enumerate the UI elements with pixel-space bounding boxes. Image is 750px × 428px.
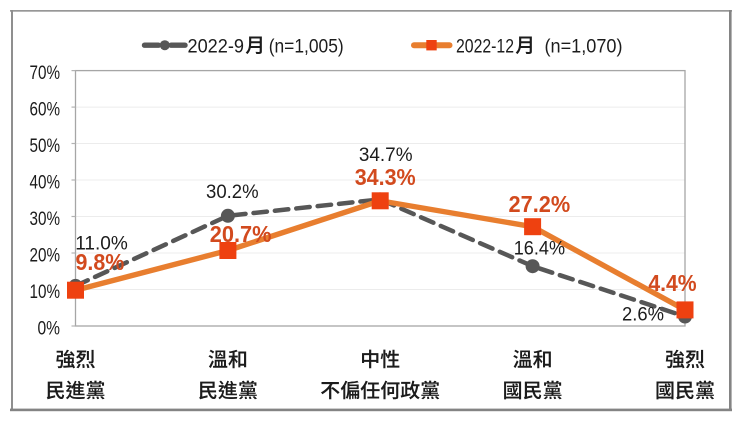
svg-text:50%: 50% — [30, 135, 61, 157]
svg-text:40%: 40% — [30, 171, 61, 193]
svg-text:20%: 20% — [30, 244, 61, 266]
svg-text:2022-12: 2022-12 — [456, 35, 514, 57]
svg-text:0%: 0% — [38, 317, 61, 339]
svg-text:70%: 70% — [30, 62, 61, 84]
svg-text:30.2%: 30.2% — [206, 181, 259, 203]
svg-text:(n=1,070): (n=1,070) — [545, 35, 623, 57]
svg-text:60%: 60% — [30, 98, 61, 120]
svg-text:30%: 30% — [30, 208, 61, 230]
svg-text:16.4%: 16.4% — [514, 237, 565, 259]
svg-text:2.6%: 2.6% — [622, 304, 664, 326]
svg-text:9.8%: 9.8% — [76, 249, 125, 275]
svg-text:2022-9: 2022-9 — [188, 35, 245, 57]
svg-text:(n=1,005): (n=1,005) — [269, 35, 344, 57]
svg-text:10%: 10% — [30, 281, 61, 303]
svg-text:34.7%: 34.7% — [359, 144, 413, 166]
svg-text:11.0%: 11.0% — [75, 233, 128, 255]
svg-text:20.7%: 20.7% — [210, 221, 272, 247]
svg-text:4.4%: 4.4% — [648, 270, 696, 296]
svg-text:27.2%: 27.2% — [509, 191, 571, 217]
svg-text:34.3%: 34.3% — [355, 164, 416, 190]
